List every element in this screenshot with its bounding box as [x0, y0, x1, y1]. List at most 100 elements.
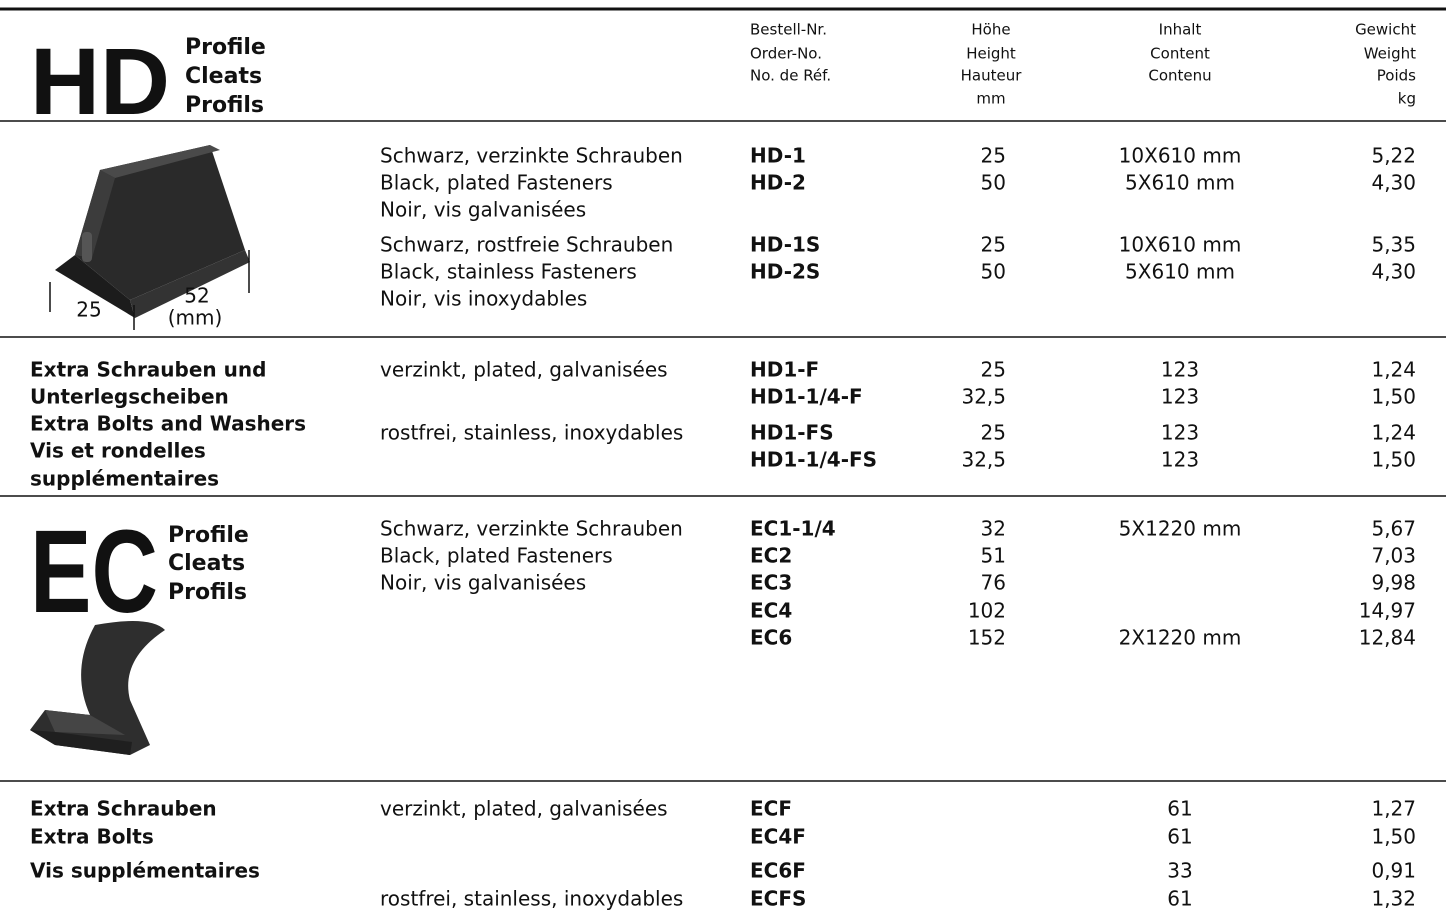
cell-height: 51 [981, 544, 1006, 568]
cell-content: 123 [1161, 421, 1199, 445]
cell-order: HD1-1/4-F [750, 385, 863, 409]
cell-content: 123 [1161, 385, 1199, 409]
cell-order: HD-2 [750, 171, 806, 195]
cell-order: HD-2S [750, 260, 820, 284]
cell-content: 123 [1161, 448, 1199, 472]
cell-order: ECF [750, 797, 792, 821]
description: Schwarz, verzinkte Schrauben [380, 144, 683, 168]
cell-weight: 1,50 [1371, 448, 1416, 472]
cell-weight: 14,97 [1359, 599, 1416, 623]
section-label: Extra Bolts and Washers [30, 412, 306, 436]
cell-height: 25 [981, 358, 1006, 382]
cell-content: 10X610 mm [1119, 233, 1242, 257]
cell-content: 5X610 mm [1125, 171, 1235, 195]
description: verzinkt, plated, galvanisées [380, 358, 668, 382]
cell-weight: 1,27 [1371, 797, 1416, 821]
cell-content: 5X610 mm [1125, 260, 1235, 284]
column-header: Contenu [1148, 67, 1211, 85]
cell-content: 123 [1161, 358, 1199, 382]
description: Black, plated Fasteners [380, 544, 613, 568]
cell-order: EC1-1/4 [750, 517, 836, 541]
cell-height: 102 [968, 599, 1006, 623]
column-header: mm [976, 90, 1005, 108]
cell-height: 25 [981, 421, 1006, 445]
cell-order: EC4F [750, 825, 806, 849]
cell-content: 10X610 mm [1119, 144, 1242, 168]
cell-order: ECFS [750, 887, 806, 911]
cell-order: HD1-1/4-FS [750, 448, 877, 472]
cell-order: HD1-F [750, 358, 819, 382]
cell-weight: 5,35 [1371, 233, 1416, 257]
column-header: Poids [1377, 67, 1416, 85]
cell-height: 76 [981, 571, 1006, 595]
column-header: Order-No. [750, 45, 822, 63]
cell-height: 25 [981, 233, 1006, 257]
cell-height: 32,5 [961, 448, 1006, 472]
cell-weight: 1,24 [1371, 421, 1416, 445]
cell-weight: 4,30 [1371, 260, 1416, 284]
cell-content: 61 [1167, 887, 1192, 911]
cell-content: 2X1220 mm [1119, 626, 1242, 650]
cell-order: EC4 [750, 599, 792, 623]
column-header: Gewicht [1355, 21, 1416, 39]
cell-order: EC6F [750, 859, 806, 883]
cell-weight: 12,84 [1359, 626, 1416, 650]
section-label: Vis et rondelles [30, 439, 206, 463]
cell-weight: 1,32 [1371, 887, 1416, 911]
section-label: Extra Schrauben und [30, 358, 266, 382]
cell-order: HD-1 [750, 144, 806, 168]
section-label: Unterlegscheiben [30, 385, 229, 409]
cell-order: EC6 [750, 626, 792, 650]
cell-content: 5X1220 mm [1119, 517, 1242, 541]
ec-profile-image [30, 621, 165, 755]
description: Black, stainless Fasteners [380, 260, 637, 284]
cell-height: 32,5 [961, 385, 1006, 409]
logo-subtitle: Cleats [185, 64, 262, 89]
column-header: Inhalt [1159, 21, 1202, 39]
logo: HD [30, 29, 170, 135]
section-label: Vis supplémentaires [30, 859, 260, 883]
cell-height: 152 [968, 626, 1006, 650]
cell-order: EC3 [750, 571, 792, 595]
description: Schwarz, verzinkte Schrauben [380, 517, 683, 541]
cell-order: EC2 [750, 544, 792, 568]
cell-order: HD1-FS [750, 421, 834, 445]
logo-subtitle: Profils [168, 580, 247, 605]
cell-height: 50 [981, 171, 1006, 195]
column-header: Height [966, 45, 1016, 63]
cell-height: 50 [981, 260, 1006, 284]
description: rostfrei, stainless, inoxydables [380, 421, 683, 445]
cell-weight: 7,03 [1371, 544, 1416, 568]
cell-content: 61 [1167, 825, 1192, 849]
description: rostfrei, stainless, inoxydables [380, 887, 683, 911]
dimension-label: 52 [184, 284, 209, 308]
cell-weight: 5,22 [1371, 144, 1416, 168]
hd-profile-image [49, 145, 250, 330]
cell-order: HD-1S [750, 233, 820, 257]
description: verzinkt, plated, galvanisées [380, 797, 668, 821]
column-header: Höhe [971, 21, 1010, 39]
column-header: Hauteur [961, 67, 1023, 85]
column-header: No. de Réf. [750, 67, 831, 85]
description: Schwarz, rostfreie Schrauben [380, 233, 673, 257]
logo-subtitle: Profile [168, 523, 249, 548]
dimension-label: (mm) [168, 306, 223, 330]
dimension-label: 25 [76, 298, 101, 322]
column-header: kg [1398, 90, 1416, 108]
logo: EC [30, 506, 158, 638]
cell-weight: 4,30 [1371, 171, 1416, 195]
cell-height: 32 [981, 517, 1006, 541]
logo-subtitle: Profils [185, 93, 264, 118]
section-label: supplémentaires [30, 467, 219, 491]
cell-weight: 0,91 [1371, 859, 1416, 883]
cell-content: 33 [1167, 859, 1192, 883]
description: Noir, vis inoxydables [380, 287, 587, 311]
cell-weight: 1,24 [1371, 358, 1416, 382]
cell-weight: 9,98 [1371, 571, 1416, 595]
column-header: Bestell-Nr. [750, 21, 827, 39]
cell-content: 61 [1167, 797, 1192, 821]
cell-weight: 1,50 [1371, 825, 1416, 849]
column-header: Weight [1364, 45, 1416, 63]
cell-height: 25 [981, 144, 1006, 168]
